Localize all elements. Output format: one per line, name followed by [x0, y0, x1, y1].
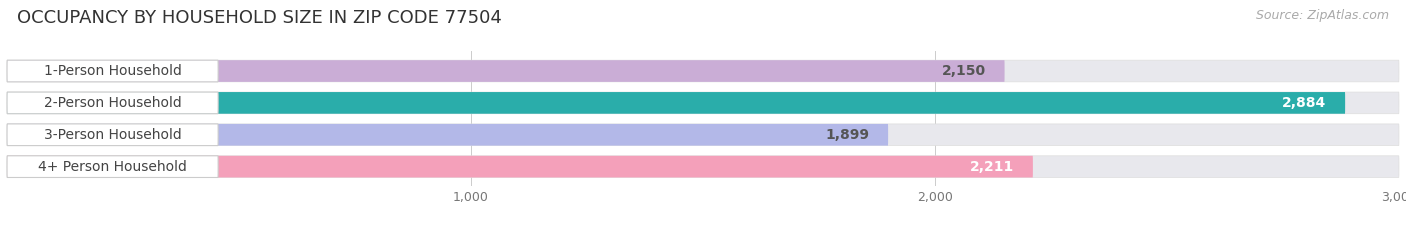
- FancyBboxPatch shape: [7, 124, 1399, 146]
- FancyBboxPatch shape: [7, 92, 1346, 114]
- Text: 2,884: 2,884: [1282, 96, 1327, 110]
- FancyBboxPatch shape: [7, 124, 218, 146]
- FancyBboxPatch shape: [7, 156, 1033, 178]
- Text: 1-Person Household: 1-Person Household: [44, 64, 181, 78]
- FancyBboxPatch shape: [7, 60, 1399, 82]
- Text: 2-Person Household: 2-Person Household: [44, 96, 181, 110]
- Text: 2,211: 2,211: [970, 160, 1014, 174]
- FancyBboxPatch shape: [7, 60, 1004, 82]
- FancyBboxPatch shape: [7, 92, 218, 114]
- FancyBboxPatch shape: [7, 156, 1399, 178]
- FancyBboxPatch shape: [7, 92, 1399, 114]
- Text: 3-Person Household: 3-Person Household: [44, 128, 181, 142]
- FancyBboxPatch shape: [7, 60, 218, 82]
- FancyBboxPatch shape: [7, 156, 218, 178]
- Text: 1,899: 1,899: [825, 128, 869, 142]
- FancyBboxPatch shape: [7, 124, 889, 146]
- Text: 2,150: 2,150: [942, 64, 986, 78]
- Text: Source: ZipAtlas.com: Source: ZipAtlas.com: [1256, 9, 1389, 22]
- Text: OCCUPANCY BY HOUSEHOLD SIZE IN ZIP CODE 77504: OCCUPANCY BY HOUSEHOLD SIZE IN ZIP CODE …: [17, 9, 502, 27]
- Text: 4+ Person Household: 4+ Person Household: [38, 160, 187, 174]
